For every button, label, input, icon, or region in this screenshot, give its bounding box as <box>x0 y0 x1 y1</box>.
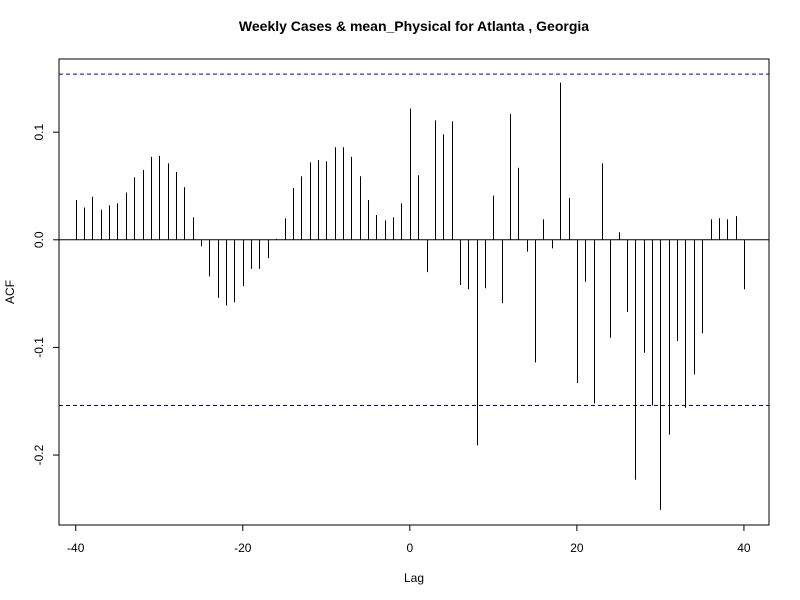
y-axis: -0.2 -0.1 0.0 0.1 <box>32 124 59 465</box>
x-tick-label: -40 <box>67 541 85 555</box>
plot-frame <box>58 58 770 526</box>
plot-area <box>59 73 769 510</box>
x-tick-label: 40 <box>737 541 751 555</box>
chart-title: Weekly Cases & mean_Physical for Atlanta… <box>239 18 589 34</box>
y-tick-label: -0.2 <box>32 444 46 465</box>
y-tick-label: 0.0 <box>32 231 46 248</box>
x-axis: -40 -20 0 20 40 <box>67 525 751 555</box>
y-axis-label: ACF <box>3 280 17 304</box>
x-tick-label: 20 <box>570 541 584 555</box>
y-tick-label: -0.1 <box>32 337 46 358</box>
x-tick-label: -20 <box>234 541 252 555</box>
x-axis-label: Lag <box>404 571 424 585</box>
x-tick-label: 0 <box>406 541 413 555</box>
y-tick-label: 0.1 <box>32 124 46 141</box>
